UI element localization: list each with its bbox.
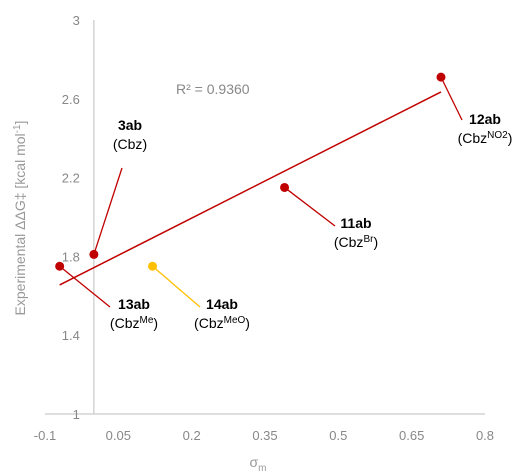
point-sublabel-12ab: (CbzNO2) bbox=[458, 130, 513, 146]
point-label-14ab: 14ab bbox=[206, 296, 238, 312]
point-label-12ab: 12ab bbox=[469, 111, 501, 127]
y-tick-label: 1.8 bbox=[62, 249, 80, 264]
point-label-3ab: 3ab bbox=[118, 117, 142, 133]
data-point-3ab bbox=[89, 249, 99, 259]
data-points bbox=[55, 72, 446, 271]
leader-line-3ab bbox=[93, 167, 123, 255]
leader-line-12ab bbox=[440, 76, 463, 121]
y-tick-label: 1 bbox=[73, 407, 80, 422]
x-axis-title-main: σ bbox=[250, 454, 259, 470]
point-sublabel-3ab: (Cbz) bbox=[113, 136, 147, 152]
y-tick-label: 1.4 bbox=[62, 328, 80, 343]
y-axis-title-main: Experimental ΔΔG‡ [kcal mol bbox=[12, 133, 28, 315]
y-tick-label: 2.6 bbox=[62, 92, 80, 107]
data-point-14ab bbox=[148, 261, 158, 271]
x-tick-label: -0.1 bbox=[34, 428, 56, 443]
trendline-group bbox=[59, 91, 442, 286]
trendline bbox=[59, 91, 442, 286]
axes bbox=[45, 20, 485, 415]
y-axis-title-end: ] bbox=[12, 121, 28, 125]
leader-lines bbox=[59, 76, 463, 308]
x-axis-title: σm bbox=[250, 454, 267, 473]
leader-line-13ab bbox=[59, 265, 111, 308]
r-squared-label: R² = 0.9360 bbox=[176, 81, 250, 97]
data-point-13ab bbox=[55, 261, 65, 271]
data-point-12ab bbox=[436, 72, 446, 82]
point-label-11ab: 11ab bbox=[340, 215, 371, 231]
tick-labels: -0.1 0.05 0.2 0.35 0.5 0.65 0.8 1 1.4 1.8 2.2 2.6 3 bbox=[34, 13, 494, 443]
data-point-11ab bbox=[280, 182, 290, 192]
x-tick-label: 0.5 bbox=[329, 428, 347, 443]
x-tick-label: 0.2 bbox=[183, 428, 201, 443]
y-axis-title-sup: -1 bbox=[12, 124, 23, 133]
point-sublabel-13ab: (CbzMe) bbox=[110, 315, 158, 331]
leader-line-14ab bbox=[152, 265, 201, 308]
y-tick-label: 2.2 bbox=[62, 171, 80, 186]
point-label-13ab: 13ab bbox=[118, 296, 150, 312]
leader-line-11ab bbox=[284, 186, 336, 227]
point-sublabel-11ab: (CbzBr) bbox=[334, 234, 378, 250]
x-tick-label: 0.8 bbox=[476, 428, 494, 443]
x-tick-label: 0.65 bbox=[399, 428, 424, 443]
point-sublabel-14ab: (CbzMeO) bbox=[194, 315, 250, 331]
x-tick-label: 0.35 bbox=[252, 428, 277, 443]
y-axis-title: Experimental ΔΔG‡ [kcal mol-1] bbox=[12, 121, 28, 316]
x-tick-label: 0.05 bbox=[106, 428, 131, 443]
y-tick-label: 3 bbox=[73, 13, 80, 28]
point-labels: 3ab (Cbz) 12ab (CbzNO2) 11ab (CbzBr) 13ab (CbzM… bbox=[110, 111, 512, 331]
x-axis-title-sub: m bbox=[258, 463, 266, 473]
